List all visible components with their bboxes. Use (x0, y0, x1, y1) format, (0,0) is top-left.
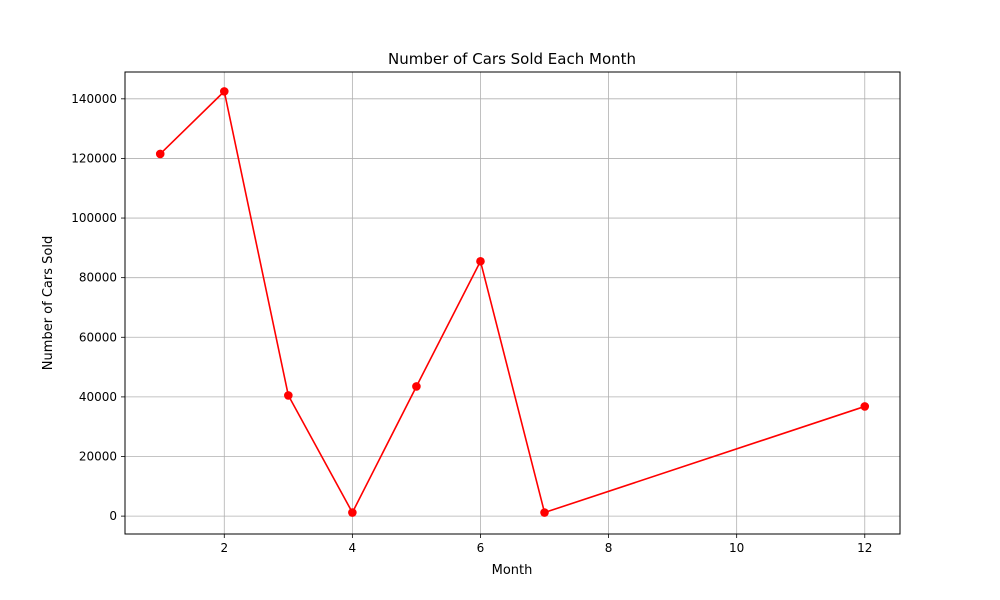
y-tick-label: 0 (109, 509, 117, 523)
y-tick-label: 60000 (79, 330, 117, 344)
y-tick-label: 80000 (79, 271, 117, 285)
x-tick-label: 6 (477, 541, 485, 555)
data-point (860, 402, 870, 411)
data-point (219, 87, 229, 96)
grid (125, 72, 900, 534)
ticks: 2 4 6 8 10 12 0 20000 40000 60000 80000 100000 12000… (71, 92, 872, 555)
x-tick-label: 8 (605, 541, 613, 555)
data-point (284, 391, 293, 400)
x-tick-label: 4 (349, 541, 357, 555)
x-tick-label: 12 (857, 541, 872, 555)
data-point (348, 508, 357, 517)
y-tick-label: 120000 (71, 151, 117, 165)
y-tick-label: 20000 (79, 450, 117, 464)
x-tick-label: 10 (729, 541, 744, 555)
y-tick-label: 140000 (71, 92, 117, 106)
data-point (155, 149, 165, 159)
plot-frame (124, 71, 901, 535)
data-point (476, 256, 485, 266)
plot-background (125, 72, 900, 534)
y-tick-label: 40000 (79, 390, 117, 404)
x-tick-label: 2 (220, 541, 228, 555)
series-layer (155, 87, 870, 517)
data-point (540, 508, 549, 517)
y-tick-label: 100000 (71, 211, 117, 225)
x-axis-label: Month (492, 563, 533, 578)
y-axis-label: Number of Cars Sold (41, 236, 56, 370)
series-line (159, 90, 866, 514)
chart-title: Number of Cars Sold Each Month (388, 50, 636, 68)
data-point (412, 382, 421, 391)
